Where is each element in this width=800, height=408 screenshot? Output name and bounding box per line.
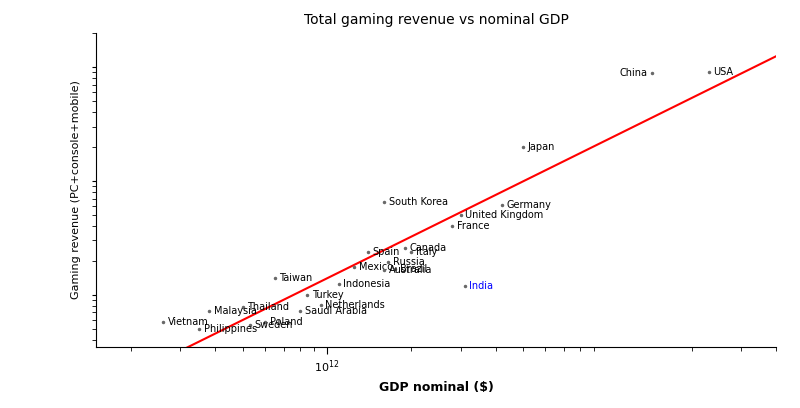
Text: Russia: Russia (393, 257, 425, 267)
Text: China: China (619, 68, 647, 78)
Text: Spain: Spain (373, 246, 400, 257)
Text: Turkey: Turkey (312, 290, 343, 300)
Text: Vietnam: Vietnam (168, 317, 209, 327)
Text: South Korea: South Korea (389, 197, 448, 207)
Text: USA: USA (714, 67, 734, 77)
Text: Japan: Japan (528, 142, 555, 152)
Text: Mexico: Mexico (359, 262, 393, 272)
Text: Sweden: Sweden (254, 320, 293, 330)
Text: Taiwan: Taiwan (279, 273, 313, 283)
Text: France: France (457, 221, 490, 231)
Text: United Kingdom: United Kingdom (466, 210, 544, 220)
Text: Brazil: Brazil (400, 264, 427, 274)
Text: Malaysia: Malaysia (214, 306, 257, 316)
Text: Philippines: Philippines (204, 324, 257, 334)
Y-axis label: Gaming revenue (PC+console+mobile): Gaming revenue (PC+console+mobile) (71, 80, 82, 299)
Text: Netherlands: Netherlands (326, 299, 386, 310)
Text: India: India (470, 281, 494, 291)
Text: Saudi Arabia: Saudi Arabia (305, 306, 366, 316)
Text: Thailand: Thailand (247, 302, 290, 312)
Text: Germany: Germany (506, 200, 551, 210)
Text: Italy: Italy (416, 246, 438, 257)
Title: Total gaming revenue vs nominal GDP: Total gaming revenue vs nominal GDP (303, 13, 569, 27)
Text: Poland: Poland (270, 317, 302, 327)
Text: Canada: Canada (410, 243, 447, 253)
X-axis label: GDP nominal ($): GDP nominal ($) (378, 381, 494, 394)
Text: Indonesia: Indonesia (343, 279, 390, 289)
Text: Australia: Australia (389, 265, 432, 275)
